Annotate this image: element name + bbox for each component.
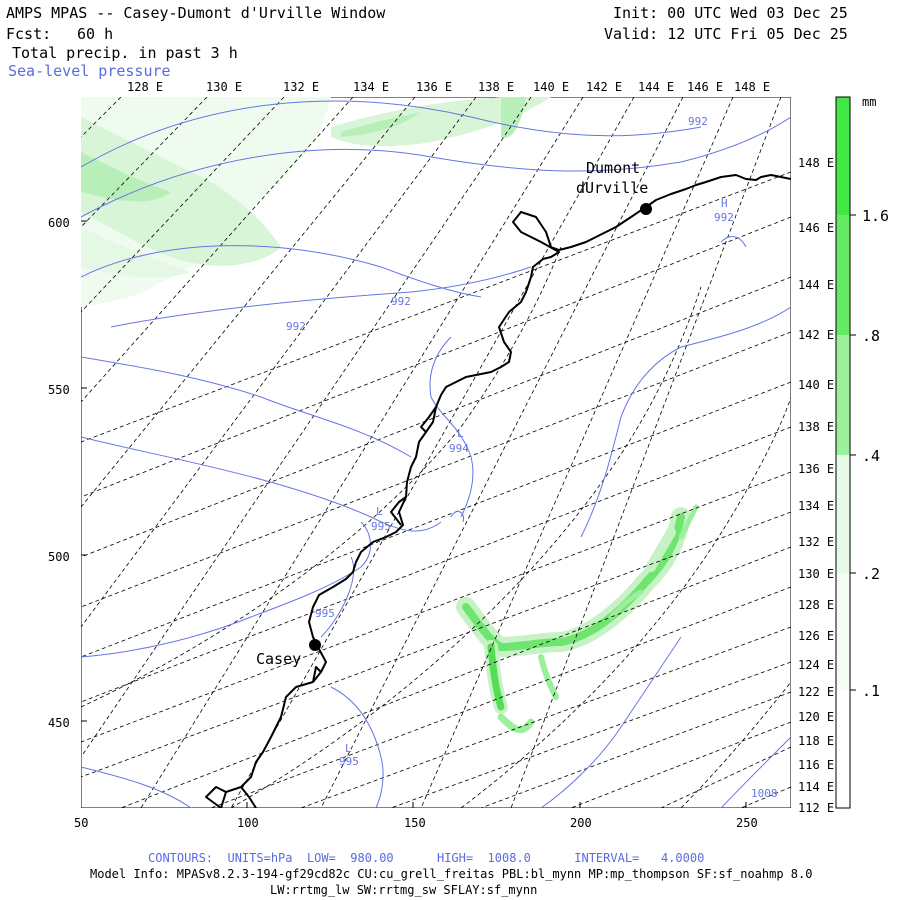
station-label-casey: Casey bbox=[256, 650, 301, 668]
model-info-2: LW:rrtmg_lw SW:rrtmg_sw SFLAY:sf_mynn bbox=[270, 883, 538, 897]
y-tick-label: 450 bbox=[48, 716, 70, 730]
overlay-label: Sea-level pressure bbox=[8, 62, 171, 80]
top-lon-label: 132 E bbox=[283, 80, 320, 94]
right-lon-label: 144 E bbox=[798, 278, 835, 292]
axis-ticks bbox=[81, 220, 747, 808]
pressure-label: 995 bbox=[371, 520, 391, 533]
right-lon-label: 116 E bbox=[798, 758, 835, 772]
pressure-label: 1008 bbox=[751, 787, 778, 800]
init-time: Init: 00 UTC Wed 03 Dec 25 bbox=[613, 4, 848, 22]
pressure-label: 992 bbox=[688, 115, 708, 128]
y-tick-label: 600 bbox=[48, 216, 70, 230]
pressure-contours bbox=[81, 100, 791, 808]
top-lon-label: 130 E bbox=[206, 80, 243, 94]
right-lon-label: 128 E bbox=[798, 598, 835, 612]
colorbar-label: .8 bbox=[862, 327, 881, 345]
top-lon-label: 144 E bbox=[638, 80, 675, 94]
colorbar-bin-high bbox=[836, 97, 850, 215]
pressure-label: 992 bbox=[391, 295, 411, 308]
colorbar-bin-mid bbox=[836, 335, 850, 455]
right-lon-label: 138 E bbox=[798, 420, 835, 434]
pressure-label: L bbox=[457, 427, 464, 440]
right-lon-label: 132 E bbox=[798, 535, 835, 549]
colorbar-bin-low bbox=[836, 455, 850, 573]
field-label: Total precip. in past 3 h bbox=[12, 44, 238, 62]
top-lon-label: 134 E bbox=[353, 80, 390, 94]
pressure-label: 992 bbox=[714, 211, 734, 224]
right-lon-label: 134 E bbox=[798, 499, 835, 513]
x-tick-label: 50 bbox=[74, 816, 89, 830]
right-lon-label: 114 E bbox=[798, 780, 835, 794]
top-lon-label: 140 E bbox=[533, 80, 570, 94]
right-lon-label: 140 E bbox=[798, 378, 835, 392]
colorbar-bin-lowest bbox=[836, 573, 850, 690]
colorbar-bin-none bbox=[836, 690, 850, 808]
right-lon-label: 120 E bbox=[798, 710, 835, 724]
station-label-durville: dUrville bbox=[576, 179, 648, 197]
top-lon-label: 142 E bbox=[586, 80, 623, 94]
right-lon-label: 136 E bbox=[798, 462, 835, 476]
y-tick-label: 550 bbox=[48, 383, 70, 397]
top-lon-label: 138 E bbox=[478, 80, 515, 94]
pressure-label: H bbox=[721, 197, 728, 210]
station-marker-dumont bbox=[640, 203, 652, 215]
pressure-label: 994 bbox=[449, 442, 469, 455]
station-marker-casey bbox=[309, 639, 321, 651]
right-lon-label: 122 E bbox=[798, 685, 835, 699]
x-tick-label: 250 bbox=[736, 816, 758, 830]
pressure-label: 992 bbox=[286, 320, 306, 333]
pressure-labels: 992 992 992 992 H 994 L 995 L 995 L 995 … bbox=[286, 115, 778, 800]
forecast-label: Fcst: bbox=[6, 25, 52, 43]
colorbar-bin-midhigh bbox=[836, 215, 850, 335]
right-lon-label: 124 E bbox=[798, 658, 835, 672]
colorbar-label: .4 bbox=[862, 447, 881, 465]
top-lon-label: 136 E bbox=[416, 80, 453, 94]
precip-area-northwest bbox=[81, 97, 551, 307]
map-plot: Casey Dumont dUrville 992 992 992 992 H … bbox=[81, 97, 791, 808]
top-lon-label: 128 E bbox=[127, 80, 164, 94]
coastline bbox=[205, 174, 791, 808]
right-lon-label: 112 E bbox=[798, 801, 835, 815]
colorbar-label: 1.6 bbox=[862, 207, 890, 225]
right-lon-label: 148 E bbox=[798, 156, 835, 170]
contour-info: CONTOURS: UNITS=hPa LOW= 980.00 HIGH= 10… bbox=[148, 851, 705, 865]
precip-area-southeast bbox=[456, 504, 699, 734]
valid-time: Valid: 12 UTC Fri 05 Dec 25 bbox=[604, 25, 848, 43]
right-lon-label: 126 E bbox=[798, 629, 835, 643]
model-info: Model Info: MPASv8.2.3-194-gf29cd82c CU:… bbox=[90, 867, 813, 881]
right-lon-label: 146 E bbox=[798, 221, 835, 235]
colorbar-label: .2 bbox=[862, 565, 881, 583]
forecast-value: 60 h bbox=[77, 25, 114, 43]
pressure-label: 995 bbox=[339, 755, 359, 768]
x-tick-label: 200 bbox=[570, 816, 592, 830]
pressure-label: L bbox=[376, 505, 383, 518]
y-tick-label: 500 bbox=[48, 550, 70, 564]
right-lon-label: 142 E bbox=[798, 328, 835, 342]
station-label-dumont: Dumont bbox=[586, 159, 640, 177]
pressure-label: 995 bbox=[315, 607, 335, 620]
chart-title: AMPS MPAS -- Casey-Dumont d'Urville Wind… bbox=[6, 4, 386, 22]
top-lon-label: 148 E bbox=[734, 80, 771, 94]
right-lon-label: 118 E bbox=[798, 734, 835, 748]
right-lon-label: 130 E bbox=[798, 567, 835, 581]
x-tick-label: 150 bbox=[404, 816, 426, 830]
colorbar-unit: mm bbox=[862, 95, 877, 109]
top-lon-label: 146 E bbox=[687, 80, 724, 94]
colorbar-label: .1 bbox=[862, 682, 881, 700]
pressure-label: L bbox=[345, 742, 352, 755]
x-tick-label: 100 bbox=[237, 816, 259, 830]
